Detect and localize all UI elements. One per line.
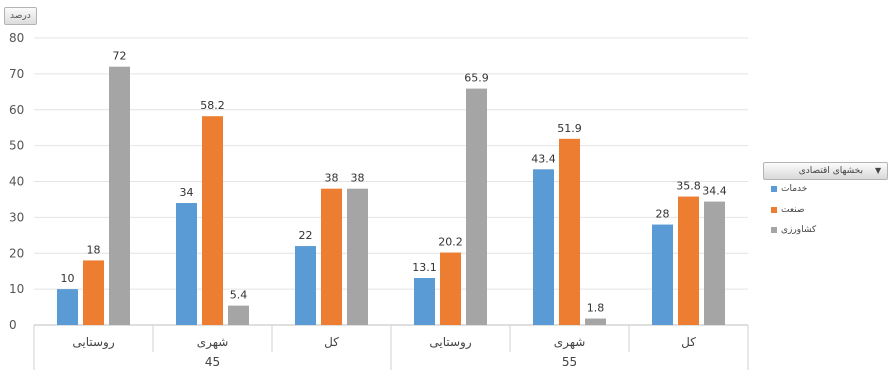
x-group-label: 45	[205, 355, 220, 369]
data-label: 65.9	[464, 72, 489, 85]
bar	[440, 252, 461, 325]
data-label: 72	[113, 50, 127, 63]
x-category-label: روستایی	[429, 335, 471, 350]
legend-label-agriculture: کشاورزی	[781, 225, 817, 235]
data-label: 13.1	[412, 261, 437, 274]
data-label: 38	[351, 172, 365, 185]
data-label: 58.2	[200, 99, 225, 112]
bar	[533, 169, 554, 325]
bar	[585, 318, 606, 325]
data-label: 43.4	[531, 152, 556, 165]
bar	[466, 88, 487, 326]
data-label: 1.8	[587, 302, 605, 315]
y-tick-label: 60	[9, 103, 24, 117]
bar	[176, 203, 197, 325]
y-tick-label: 20	[9, 246, 24, 260]
data-label: 20.2	[438, 236, 463, 249]
legend-label-industry: صنعت	[781, 205, 805, 215]
bar	[228, 305, 249, 325]
data-label: 22	[299, 229, 313, 242]
data-label: 5.4	[230, 289, 248, 302]
bar	[347, 188, 368, 325]
bar	[109, 66, 130, 325]
x-category-label: کل	[681, 335, 696, 349]
x-group-label: 55	[562, 355, 577, 369]
field-button-percent[interactable]: درصد	[4, 7, 37, 25]
data-label: 35.8	[676, 180, 701, 193]
data-label: 18	[87, 243, 101, 256]
data-label: 10	[61, 272, 75, 285]
bar	[321, 188, 342, 325]
legend-swatch-services	[771, 186, 777, 192]
y-tick-label: 0	[9, 318, 17, 332]
bar	[414, 278, 435, 325]
x-category-label: روستایی	[72, 335, 114, 350]
legend-swatch-industry	[771, 207, 777, 213]
bar	[652, 224, 673, 325]
x-category-label: کل	[324, 335, 339, 349]
bar	[704, 201, 725, 325]
data-label: 28	[656, 208, 670, 221]
y-tick-label: 50	[9, 139, 24, 153]
x-category-label: شهری	[197, 335, 229, 350]
data-label: 38	[325, 172, 339, 185]
legend-label-services: خدمات	[781, 184, 808, 194]
bar	[678, 196, 699, 325]
data-label: 34.4	[702, 185, 727, 198]
y-tick-label: 30	[9, 210, 24, 224]
data-label: 51.9	[557, 122, 582, 135]
bar	[57, 289, 78, 325]
y-tick-label: 10	[9, 282, 24, 296]
bar	[202, 116, 223, 326]
legend-swatch-agriculture	[771, 227, 777, 233]
dropdown-arrow-icon[interactable]: ▼	[875, 166, 882, 175]
x-category-label: شهری	[554, 335, 586, 350]
bar	[295, 246, 316, 325]
y-tick-label: 70	[9, 67, 24, 81]
legend-title: بخشهای اقتصادی	[798, 166, 863, 176]
legend-filter-button[interactable]: ▼ بخشهای اقتصادی	[763, 162, 888, 180]
data-label: 34	[180, 186, 194, 199]
bar	[559, 138, 580, 325]
y-tick-label: 80	[9, 31, 24, 45]
bar	[83, 260, 104, 325]
y-tick-label: 40	[9, 175, 24, 189]
